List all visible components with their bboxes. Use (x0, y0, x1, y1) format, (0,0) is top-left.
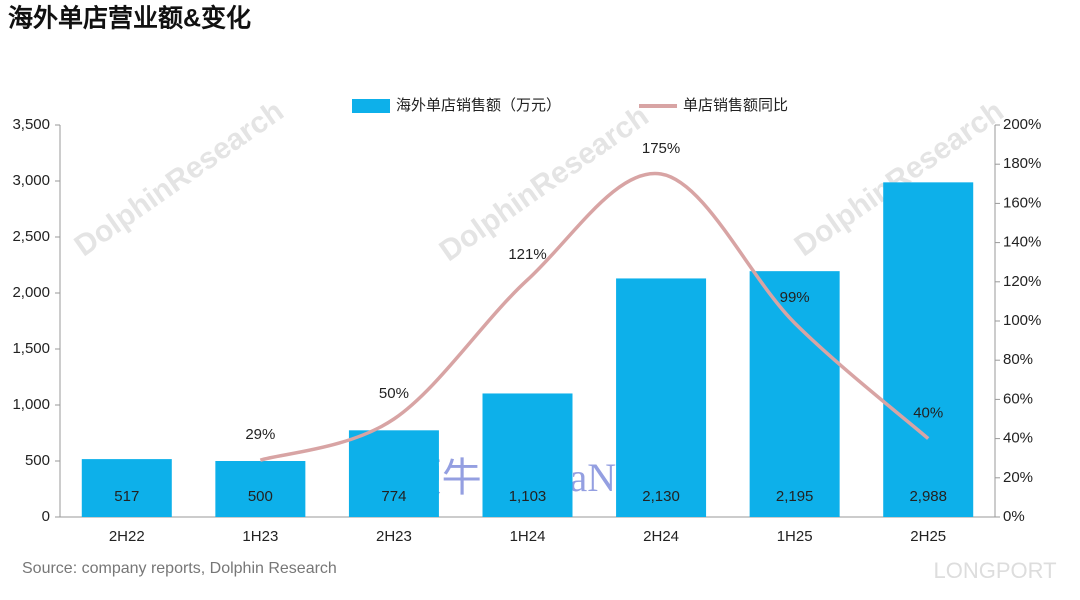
watermark: DolphinResearch (69, 94, 290, 263)
line-label: 50% (379, 385, 409, 402)
x-tick-label: 2H25 (910, 528, 946, 545)
x-tick-label: 1H23 (242, 528, 278, 545)
bar (348, 430, 439, 517)
bar-label: 1,103 (509, 488, 547, 505)
bar (883, 182, 974, 517)
x-tick-label: 1H24 (510, 528, 546, 545)
line-label: 175% (642, 140, 680, 157)
y-tick-label: 0 (42, 508, 50, 525)
bar-label: 2,195 (776, 488, 814, 505)
source: Source: company reports, Dolphin Researc… (22, 560, 337, 577)
bar-label: 500 (248, 488, 273, 505)
bar-label: 774 (381, 488, 406, 505)
y2-tick-label: 60% (1003, 390, 1033, 407)
y-tick-label: 3,000 (12, 172, 50, 189)
y-tick-label: 3,500 (12, 116, 50, 133)
y-tick-label: 2,500 (12, 228, 50, 245)
bar-label: 2,130 (642, 488, 680, 505)
y2-tick-label: 200% (1003, 116, 1041, 133)
y2-tick-label: 80% (1003, 351, 1033, 368)
chart-title: 海外单店营业额&变化 (8, 4, 251, 33)
x-tick-label: 1H25 (777, 528, 813, 545)
line-label: 99% (780, 289, 810, 306)
bar (81, 459, 172, 517)
legend-label: 海外单店销售额（万元） (396, 97, 561, 114)
bar (749, 271, 840, 517)
line (259, 171, 930, 462)
y2-tick-label: 120% (1003, 273, 1041, 290)
y-tick-label: 2,000 (12, 284, 50, 301)
y2-tick-label: 100% (1003, 312, 1041, 329)
y-tick-label: 1,500 (12, 340, 50, 357)
y2-tick-label: 180% (1003, 155, 1041, 172)
x-tick-label: 2H23 (376, 528, 412, 545)
line-label: 29% (245, 426, 275, 443)
bar (215, 461, 306, 517)
line-label: 121% (508, 246, 546, 263)
y2-tick-label: 40% (1003, 430, 1033, 447)
y2-tick-label: 140% (1003, 234, 1041, 251)
watermark: LONGPORT (933, 558, 1056, 583)
y-tick-label: 500 (25, 452, 50, 469)
y-tick-label: 1,000 (12, 396, 50, 413)
bar-label: 517 (114, 488, 139, 505)
legend-label: 单店销售额同比 (683, 97, 788, 114)
line-label: 40% (913, 405, 943, 422)
y2-tick-label: 20% (1003, 469, 1033, 486)
bar-label: 2,988 (909, 488, 947, 505)
y2-tick-label: 0% (1003, 508, 1025, 525)
x-tick-label: 2H22 (109, 528, 145, 545)
bar (616, 278, 707, 517)
legend-swatch (352, 99, 390, 113)
bar (482, 393, 573, 517)
x-tick-label: 2H24 (643, 528, 679, 545)
y2-tick-label: 160% (1003, 194, 1041, 211)
